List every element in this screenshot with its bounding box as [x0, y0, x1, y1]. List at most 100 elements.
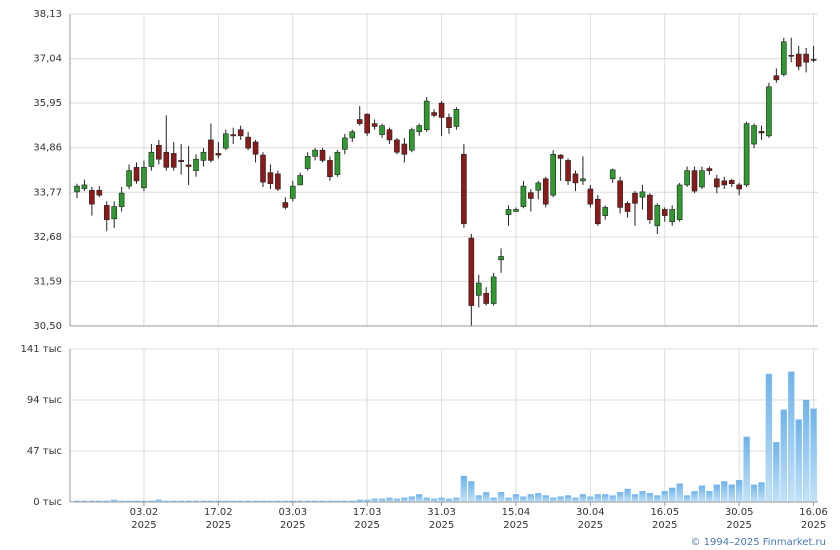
candle-body — [74, 185, 80, 193]
y-tick-label: 33,77 — [33, 187, 62, 198]
candle-body — [118, 192, 125, 207]
x-tick-year: 2025 — [801, 520, 826, 531]
volume-bar — [520, 496, 527, 503]
candle-body — [505, 209, 512, 216]
volume-bar — [788, 371, 795, 503]
candle-body — [676, 184, 683, 220]
volume-bar — [468, 481, 475, 503]
candle-body — [267, 172, 274, 184]
candle-body — [587, 188, 594, 205]
volume-bar — [497, 492, 505, 503]
y-tick-label: 38,13 — [33, 9, 62, 20]
candle-body — [185, 164, 192, 167]
candle-body — [148, 151, 155, 167]
y-tick-label: 32,68 — [33, 232, 62, 243]
y-tick-label: 141 тыс — [21, 344, 62, 355]
volume-bar — [423, 497, 430, 503]
candle-body — [661, 209, 668, 216]
candle-body — [416, 125, 423, 133]
candle-body — [319, 149, 326, 161]
candle-body — [223, 133, 229, 149]
volume-bar — [609, 495, 616, 503]
candle-body — [617, 180, 623, 208]
volume-bar — [505, 497, 512, 503]
candle-body — [133, 167, 140, 182]
volume-bar — [401, 497, 408, 503]
candle-body — [446, 117, 452, 128]
candle-body — [208, 139, 214, 161]
candle-body — [795, 53, 802, 67]
candle-body — [699, 170, 705, 188]
candle-body — [461, 153, 467, 225]
candle-body — [721, 180, 728, 186]
x-tick-year: 2025 — [503, 520, 528, 531]
candle-body — [513, 209, 519, 212]
volume-bar — [386, 497, 393, 503]
x-tick-label: 31.03 — [427, 507, 456, 518]
volume-bar — [639, 490, 646, 503]
candle-body — [803, 53, 809, 63]
candle-body — [431, 112, 437, 116]
candle-body — [111, 206, 117, 220]
y-tick-label: 34,86 — [33, 143, 62, 154]
candle-body — [327, 160, 333, 178]
volume-bar — [661, 490, 668, 503]
candle-body — [230, 134, 237, 137]
x-tick-label: 30.05 — [725, 507, 754, 518]
volume-bar — [743, 436, 750, 503]
candle-body — [193, 158, 199, 171]
volume-bar — [535, 493, 542, 503]
x-tick-label: 30.04 — [576, 507, 605, 518]
volume-bar — [736, 480, 743, 503]
y-tick-label: 31,59 — [33, 276, 62, 287]
candle-body — [364, 113, 370, 134]
x-tick-label: 17.02 — [204, 507, 233, 518]
candle-body — [609, 169, 616, 180]
volume-bar — [557, 496, 564, 503]
volume-bar — [728, 484, 735, 503]
candle-body — [468, 237, 475, 306]
x-tick-year: 2025 — [206, 520, 231, 531]
candle-body — [542, 178, 549, 205]
volume-bar — [646, 493, 654, 503]
candle-body — [528, 192, 534, 199]
candle-body — [535, 182, 542, 191]
volume-bar — [550, 497, 557, 503]
candle-body — [773, 75, 780, 81]
candle-body — [126, 170, 132, 187]
volume-bar — [676, 483, 683, 503]
candle-body — [156, 144, 162, 160]
x-tick-label: 03.03 — [278, 507, 307, 518]
volume-bar — [795, 419, 802, 503]
volume-bar — [475, 495, 482, 503]
candle-body — [215, 153, 222, 156]
candle-body — [580, 178, 586, 182]
candle-body — [483, 292, 490, 304]
candle-body — [736, 184, 742, 190]
candle-body — [647, 194, 653, 220]
candle-body — [498, 256, 504, 261]
y-tick-label: 30,50 — [33, 321, 62, 332]
candle-body — [602, 207, 609, 216]
candle-body — [714, 178, 720, 188]
candle-body — [743, 123, 750, 186]
x-tick-label: 15.04 — [502, 507, 531, 518]
volume-bar — [527, 494, 534, 503]
copyright: © 1994–2025 Finmarket.ru — [690, 537, 826, 548]
candle-body — [245, 136, 251, 149]
volume-bar — [765, 373, 773, 503]
candle-body — [200, 151, 207, 161]
volume-bar — [810, 408, 817, 503]
candle-body — [371, 123, 378, 127]
candle-body — [394, 139, 400, 153]
volume-bar — [460, 475, 468, 503]
candle-body — [453, 108, 460, 127]
volume-bar — [713, 484, 720, 503]
x-tick-label: 16.06 — [799, 507, 828, 518]
candle-body — [386, 129, 393, 141]
candle-body — [304, 156, 311, 169]
x-tick-label: 16.05 — [650, 507, 679, 518]
candle-body — [334, 151, 341, 176]
candle-body — [252, 141, 259, 155]
x-tick-label: 17.03 — [353, 507, 382, 518]
